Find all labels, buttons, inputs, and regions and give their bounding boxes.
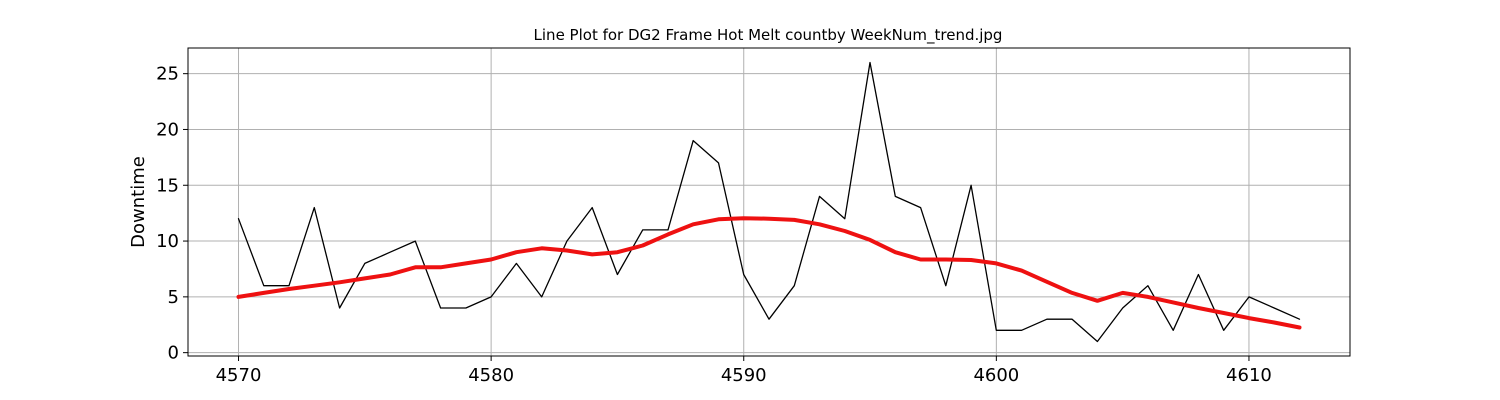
y-tick-label: 15 — [156, 175, 179, 196]
y-tick-label: 25 — [156, 64, 179, 85]
series-line-downtime — [237, 61, 1301, 343]
y-axis-label: Downtime — [128, 156, 149, 248]
x-axis: 4570 4580 4590 4600 4610 — [216, 356, 1272, 386]
y-tick-label: 0 — [168, 343, 179, 364]
y-tick-label: 20 — [156, 119, 179, 140]
chart-title: Line Plot for DG2 Frame Hot Melt countby… — [534, 26, 1003, 45]
x-tick-label: 4590 — [721, 365, 767, 386]
x-tick-label: 4570 — [216, 365, 262, 386]
y-axis: 0 5 10 15 20 25 — [156, 64, 188, 364]
plot-frame — [187, 47, 1351, 357]
x-tick-label: 4580 — [468, 365, 514, 386]
series-line-trend — [236, 216, 1302, 330]
y-tick-label: 5 — [168, 287, 179, 308]
y-tick-label: 10 — [156, 231, 179, 252]
series-layer — [236, 61, 1302, 343]
x-tick-label: 4610 — [1226, 365, 1272, 386]
x-tick-label: 4600 — [973, 365, 1019, 386]
grid — [188, 48, 1350, 356]
